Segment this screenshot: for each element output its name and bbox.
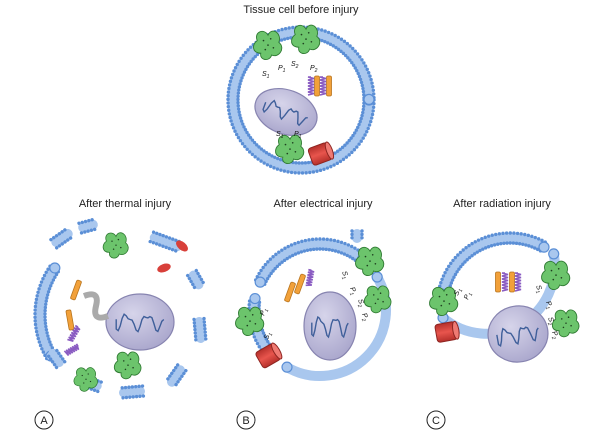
nucleus bbox=[487, 305, 549, 363]
dna-strand bbox=[311, 315, 349, 339]
label-s2: S2 bbox=[291, 61, 299, 70]
dna-strand bbox=[262, 99, 308, 127]
membrane-arc bbox=[436, 231, 550, 300]
membrane-fragment bbox=[46, 348, 67, 370]
orange-protein bbox=[284, 281, 296, 303]
label-s2: S2 bbox=[544, 316, 555, 326]
helix-protein bbox=[305, 268, 315, 287]
label-p1-lower: P1 bbox=[294, 131, 302, 140]
orange-protein bbox=[314, 75, 320, 97]
ion-channel bbox=[255, 342, 283, 369]
panel-letter-a: A bbox=[40, 415, 48, 427]
orange-protein bbox=[70, 279, 82, 301]
panel-label-b: B bbox=[236, 410, 256, 430]
nucleus bbox=[303, 291, 357, 361]
label-s1-left: S1 bbox=[263, 331, 274, 341]
label-p2: P2 bbox=[310, 65, 318, 74]
title-radiation-injury: After radiation injury bbox=[453, 198, 551, 210]
title-before-injury: Tissue cell before injury bbox=[243, 4, 359, 16]
helix-protein bbox=[514, 272, 522, 292]
ion-channel bbox=[434, 320, 460, 343]
receptor bbox=[235, 306, 265, 336]
helix-protein bbox=[307, 76, 315, 96]
receptor-top-right bbox=[291, 24, 321, 54]
label-s1: S1 bbox=[338, 270, 349, 280]
label-p1-left: P1 bbox=[463, 291, 474, 301]
dna-strand bbox=[496, 326, 539, 348]
cell-electrical-injury: S1 P1 S2 P2 P1 S1 bbox=[235, 229, 392, 381]
nucleus-damaged bbox=[105, 293, 175, 351]
orange-protein bbox=[326, 75, 332, 97]
panel-letter-b: B bbox=[242, 415, 249, 427]
receptor bbox=[73, 367, 98, 392]
orange-protein bbox=[495, 271, 501, 293]
panel-label-c: C bbox=[426, 410, 446, 430]
receptor bbox=[355, 246, 385, 276]
receptor bbox=[429, 286, 459, 316]
receptor-top-left bbox=[253, 30, 283, 60]
cell-before-injury: S1 P1 S2 P2 S1 P1 bbox=[226, 24, 376, 175]
label-p2: P2 bbox=[548, 330, 559, 340]
membrane-fragment bbox=[166, 363, 188, 387]
membrane-fragment bbox=[49, 228, 73, 250]
helix-protein bbox=[319, 76, 327, 96]
membrane-fragment bbox=[350, 229, 364, 243]
membrane-piece bbox=[33, 262, 61, 362]
title-electrical-injury: After electrical injury bbox=[273, 198, 373, 210]
membrane-fragment bbox=[185, 268, 205, 290]
receptor bbox=[541, 260, 571, 290]
orange-protein bbox=[294, 273, 306, 295]
helix-protein bbox=[63, 343, 80, 357]
denatured-protein bbox=[82, 291, 110, 321]
orange-protein bbox=[509, 271, 515, 293]
panel-letter-c: C bbox=[432, 415, 440, 427]
membrane-fragment bbox=[77, 218, 98, 235]
title-thermal-injury: After thermal injury bbox=[78, 198, 172, 210]
helix-protein bbox=[501, 272, 509, 292]
label-s1: S1 bbox=[532, 284, 543, 294]
membrane-fragment bbox=[192, 316, 208, 343]
receptor bbox=[102, 232, 129, 259]
label-p1: P1 bbox=[346, 286, 357, 296]
red-fragment bbox=[157, 263, 171, 273]
dna-strand bbox=[115, 313, 165, 333]
receptor bbox=[113, 351, 142, 380]
label-s1-left: S1 bbox=[453, 287, 464, 297]
helix-protein bbox=[67, 324, 81, 343]
label-s1: S1 bbox=[262, 71, 270, 80]
orange-protein bbox=[65, 309, 75, 331]
nucleus bbox=[254, 88, 318, 136]
ion-channel bbox=[307, 141, 335, 166]
receptor-bottom bbox=[275, 134, 305, 164]
label-s2: S2 bbox=[354, 298, 365, 308]
membrane-fragment bbox=[148, 230, 183, 253]
red-fragment bbox=[176, 240, 188, 252]
panel-label-a: A bbox=[34, 410, 54, 430]
cell-thermal-injury bbox=[33, 218, 208, 400]
label-p1-left: P1 bbox=[259, 307, 270, 317]
receptor bbox=[551, 309, 580, 338]
receptor bbox=[363, 285, 392, 314]
label-p2: P2 bbox=[358, 312, 369, 322]
label-p1: P1 bbox=[542, 300, 553, 310]
label-s1-lower: S1 bbox=[276, 131, 284, 140]
label-p1: P1 bbox=[278, 65, 286, 74]
membrane-fragment bbox=[119, 384, 146, 400]
